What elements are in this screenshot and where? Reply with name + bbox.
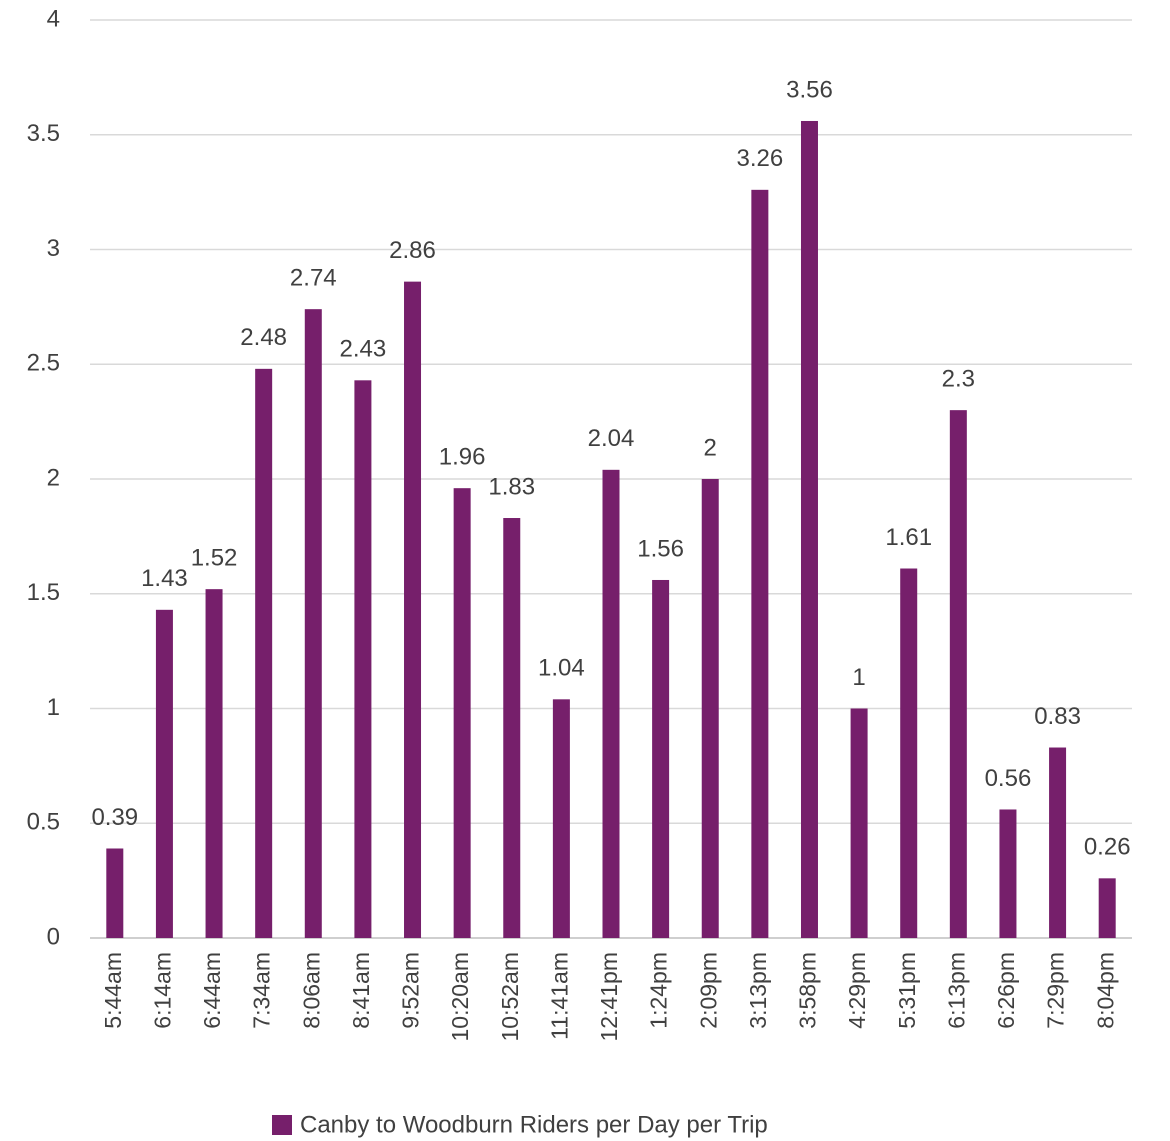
y-tick-label: 4: [47, 5, 60, 32]
y-tick-label: 0.5: [27, 809, 60, 836]
data-label: 3.26: [736, 145, 783, 172]
x-tick-label: 6:14am: [150, 952, 176, 1029]
y-tick-label: 1: [47, 694, 60, 721]
bar: [999, 809, 1017, 938]
data-label: 2.3: [942, 365, 975, 392]
x-tick-label: 3:13pm: [745, 952, 771, 1029]
y-tick-label: 2.5: [27, 350, 60, 377]
data-label: 1.96: [439, 444, 486, 471]
bar: [304, 309, 322, 938]
y-tick-label: 1.5: [27, 579, 60, 606]
data-label: 1: [852, 664, 865, 691]
data-label: 0.26: [1084, 834, 1131, 861]
x-tick-label: 6:13pm: [943, 952, 969, 1029]
x-tick-label: 8:41am: [348, 952, 374, 1029]
data-label: 1.52: [191, 545, 238, 572]
bar: [602, 469, 620, 938]
bar: [205, 589, 223, 938]
bar: [701, 479, 719, 938]
data-label: 2.74: [290, 265, 337, 292]
y-tick-label: 0: [47, 923, 60, 950]
data-label: 0.39: [91, 804, 138, 831]
data-label: 1.61: [885, 524, 932, 551]
bar: [850, 708, 868, 938]
bar: [751, 189, 769, 938]
x-tick-label: 2:09pm: [695, 952, 721, 1029]
data-label: 1.43: [141, 565, 188, 592]
y-tick-label: 3.5: [27, 120, 60, 147]
x-tick-label: 6:44am: [199, 952, 225, 1029]
bar: [453, 488, 471, 938]
x-tick-label: 7:34am: [249, 952, 275, 1029]
data-label: 1.04: [538, 655, 585, 682]
data-label: 2.04: [588, 425, 635, 452]
bar: [404, 281, 422, 938]
data-label: 0.56: [985, 765, 1032, 792]
bar: [503, 518, 521, 938]
bar: [354, 380, 372, 938]
bar: [900, 568, 918, 938]
data-label: 2.48: [240, 324, 287, 351]
legend-label: Canby to Woodburn Riders per Day per Tri…: [300, 1111, 768, 1138]
x-tick-label: 1:24pm: [646, 952, 672, 1029]
x-tick-label: 12:41pm: [596, 952, 622, 1042]
bar: [1098, 878, 1116, 938]
x-tick-label: 10:52am: [497, 952, 523, 1042]
legend-swatch: [272, 1115, 292, 1135]
data-label: 2.86: [389, 237, 436, 264]
data-label: 2.43: [340, 336, 387, 363]
bar: [1049, 747, 1067, 938]
x-tick-label: 10:20am: [447, 952, 473, 1042]
x-tick-label: 7:29pm: [1043, 952, 1069, 1029]
x-tick-label: 11:41am: [546, 952, 572, 1040]
bar: [800, 120, 818, 939]
x-tick-label: 3:58pm: [795, 952, 821, 1029]
bar: [155, 609, 173, 938]
x-tick-label: 5:31pm: [894, 952, 920, 1029]
bar: [949, 410, 967, 938]
bar: [255, 368, 273, 939]
data-label: 1.56: [637, 535, 684, 562]
bar: [552, 699, 570, 938]
data-label: 1.83: [488, 473, 535, 500]
data-label: 2: [704, 434, 717, 461]
x-tick-label: 5:44am: [100, 952, 126, 1029]
data-label: 3.56: [786, 76, 833, 103]
x-tick-label: 8:04pm: [1092, 952, 1118, 1029]
x-tick-label: 6:26pm: [993, 952, 1019, 1029]
x-tick-label: 4:29pm: [844, 952, 870, 1029]
y-tick-label: 2: [47, 464, 60, 491]
x-tick-label: 9:52am: [398, 952, 424, 1029]
data-label: 0.83: [1034, 703, 1081, 730]
x-tick-label: 8:06am: [298, 952, 324, 1029]
y-tick-label: 3: [47, 235, 60, 262]
bar: [652, 579, 670, 938]
bar: [106, 848, 124, 938]
